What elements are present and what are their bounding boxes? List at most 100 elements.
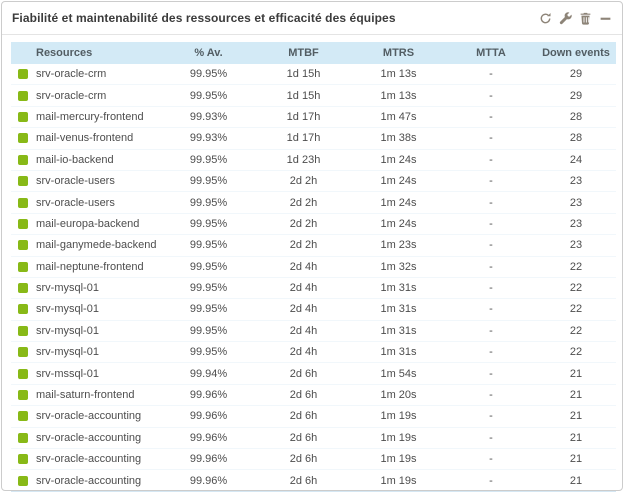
mtbf-cell: 2d 2h (256, 191, 351, 214)
resource-name[interactable]: mail-europa-backend (36, 217, 140, 230)
mtbf-cell: 2d 2h (256, 170, 351, 193)
resource-cell: srv-mysql-01 (11, 341, 161, 364)
table-row[interactable]: srv-oracle-users 99.95% 2d 2h 1m 24s -23 (11, 170, 616, 193)
minimize-button[interactable] (598, 11, 612, 25)
mtta-cell: - (446, 277, 536, 300)
table-row[interactable]: mail-saturn-frontend 99.96% 2d 6h 1m 20s -21 (11, 384, 616, 407)
availability-cell: 99.95% (161, 84, 256, 107)
down-events-cell: 23 (536, 191, 616, 214)
status-ok-icon (18, 283, 28, 294)
status-ok-icon (18, 368, 28, 379)
availability-cell: 99.96% (161, 384, 256, 407)
down-events-cell: 21 (536, 362, 616, 385)
resource-name[interactable]: mail-venus-frontend (36, 132, 134, 145)
resource-name[interactable]: mail-neptune-frontend (36, 260, 144, 273)
minus-icon (599, 12, 612, 25)
mtta-cell: - (446, 213, 536, 236)
resource-name[interactable]: srv-oracle-crm (36, 89, 107, 102)
table-row[interactable]: srv-oracle-accounting 99.96% 2d 6h 1m 19s -2… (11, 427, 616, 450)
resource-name[interactable]: srv-oracle-accounting (36, 474, 142, 487)
trash-icon (579, 12, 592, 25)
resource-cell: mail-mercury-frontend (11, 106, 161, 129)
resource-name[interactable]: srv-oracle-crm (36, 68, 107, 81)
resource-cell: srv-oracle-accounting (11, 469, 161, 492)
mtrs-cell: 1m 19s (351, 427, 446, 450)
column-header-resources[interactable]: Resources (11, 42, 161, 64)
mtrs-cell: 1m 54s (351, 362, 446, 385)
table-row[interactable]: mail-venus-frontend 99.93% 1d 17h 1m 38s -28 (11, 127, 616, 150)
table-row[interactable]: srv-oracle-users 99.95% 2d 2h 1m 24s -23 (11, 191, 616, 214)
mtrs-cell: 1m 31s (351, 341, 446, 364)
resource-name[interactable]: srv-mysql-01 (36, 282, 99, 295)
delete-button[interactable] (578, 11, 592, 25)
mtrs-cell: 1m 24s (351, 149, 446, 171)
table-row[interactable]: srv-oracle-crm 99.95% 1d 15h 1m 13s -29 (11, 84, 616, 107)
mtrs-cell: 1m 47s (351, 106, 446, 129)
column-header-availability[interactable]: % Av. (161, 42, 256, 64)
resource-name[interactable]: srv-mysql-01 (36, 346, 99, 359)
mtrs-cell: 1m 23s (351, 234, 446, 257)
resource-name[interactable]: srv-oracle-accounting (36, 410, 142, 423)
availability-cell: 99.96% (161, 405, 256, 428)
table-row[interactable]: srv-oracle-accounting 99.96% 2d 6h 1m 19s -2… (11, 448, 616, 471)
resource-name[interactable]: srv-oracle-accounting (36, 431, 142, 444)
mtbf-cell: 1d 17h (256, 127, 351, 150)
availability-cell: 99.95% (161, 256, 256, 278)
resource-name[interactable]: srv-oracle-accounting (36, 453, 142, 466)
mtbf-cell: 2d 4h (256, 277, 351, 300)
table-row[interactable]: srv-mysql-01 99.95% 2d 4h 1m 31s -22 (11, 320, 616, 343)
table-row[interactable]: srv-oracle-accounting 99.96% 2d 6h 1m 19s -2… (11, 405, 616, 428)
table-row[interactable]: srv-mysql-01 99.95% 2d 4h 1m 31s -22 (11, 298, 616, 321)
column-header-down-events[interactable]: Down events (536, 42, 616, 64)
down-events-cell: 29 (536, 64, 616, 86)
availability-cell: 99.95% (161, 320, 256, 343)
table-row[interactable]: srv-mysql-01 99.95% 2d 4h 1m 31s -22 (11, 341, 616, 364)
mtta-cell: - (446, 127, 536, 150)
resource-name[interactable]: srv-oracle-users (36, 175, 115, 188)
table-row[interactable]: srv-oracle-accounting 99.96% 2d 6h 1m 19s -2… (11, 469, 616, 492)
table-row[interactable]: srv-mssql-01 99.94% 2d 6h 1m 54s -21 (11, 362, 616, 385)
resource-cell: mail-saturn-frontend (11, 384, 161, 407)
status-ok-icon (18, 475, 28, 486)
resource-cell: srv-oracle-accounting (11, 448, 161, 471)
mtbf-cell: 2d 4h (256, 341, 351, 364)
configure-button[interactable] (558, 11, 572, 25)
table-row[interactable]: mail-io-backend 99.95% 1d 23h 1m 24s -24 (11, 149, 616, 171)
down-events-cell: 29 (536, 84, 616, 107)
mtbf-cell: 2d 2h (256, 234, 351, 257)
column-header-mtrs[interactable]: MTRS (351, 42, 446, 64)
resource-cell: srv-mysql-01 (11, 298, 161, 321)
table-row[interactable]: mail-neptune-frontend 99.95% 2d 4h 1m 32s -2… (11, 256, 616, 278)
down-events-cell: 28 (536, 127, 616, 150)
table-row[interactable]: srv-mysql-01 99.95% 2d 4h 1m 31s -22 (11, 277, 616, 300)
down-events-cell: 24 (536, 149, 616, 171)
column-header-mtta[interactable]: MTTA (446, 42, 536, 64)
resource-name[interactable]: srv-mysql-01 (36, 324, 99, 337)
mtbf-cell: 2d 4h (256, 320, 351, 343)
table-row[interactable]: mail-europa-backend 99.95% 2d 2h 1m 24s -23 (11, 213, 616, 236)
resource-name[interactable]: mail-saturn-frontend (36, 389, 135, 402)
resource-cell: mail-neptune-frontend (11, 256, 161, 278)
status-ok-icon (18, 432, 28, 443)
table-row[interactable]: mail-mercury-frontend 99.93% 1d 17h 1m 47s -… (11, 106, 616, 129)
resource-name[interactable]: srv-mssql-01 (36, 367, 99, 380)
resource-name[interactable]: srv-mysql-01 (36, 303, 99, 316)
mtta-cell: - (446, 405, 536, 428)
resource-cell: srv-oracle-crm (11, 84, 161, 107)
mtbf-cell: 1d 17h (256, 106, 351, 129)
refresh-button[interactable] (538, 11, 552, 25)
widget-header: Fiabilité et maintenabilité des ressourc… (2, 2, 622, 35)
table-row[interactable]: srv-oracle-crm 99.95% 1d 15h 1m 13s -29 (11, 64, 616, 86)
resource-name[interactable]: mail-io-backend (36, 153, 114, 166)
resource-name[interactable]: srv-oracle-users (36, 196, 115, 209)
mtbf-cell: 2d 6h (256, 405, 351, 428)
availability-cell: 99.95% (161, 341, 256, 364)
resource-cell: srv-oracle-crm (11, 64, 161, 86)
resource-name[interactable]: mail-ganymede-backend (36, 239, 157, 252)
status-ok-icon (18, 154, 28, 165)
resource-name[interactable]: mail-mercury-frontend (36, 110, 144, 123)
status-ok-icon (18, 176, 28, 187)
column-header-mtbf[interactable]: MTBF (256, 42, 351, 64)
mtrs-cell: 1m 38s (351, 127, 446, 150)
table-row[interactable]: mail-ganymede-backend 99.95% 2d 2h 1m 23s -2… (11, 234, 616, 257)
